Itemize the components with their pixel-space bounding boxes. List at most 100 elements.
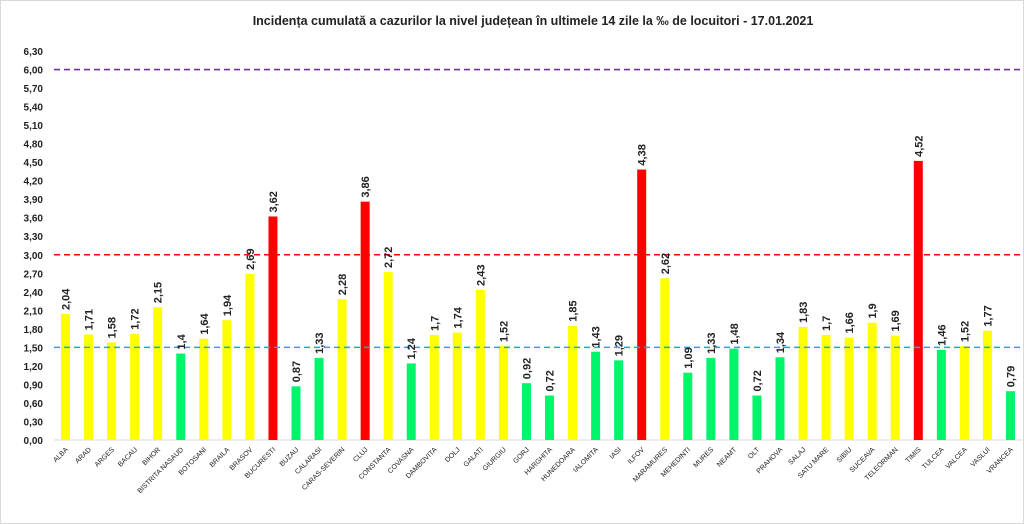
bar-covasna xyxy=(406,363,416,440)
data-label: 0,87 xyxy=(291,361,303,382)
x-tick-label: NEAMT xyxy=(716,446,739,469)
data-label: 1,33 xyxy=(314,332,326,353)
data-label: 1,48 xyxy=(729,323,741,344)
data-label: 1,46 xyxy=(936,324,948,345)
y-tick-label: 2,10 xyxy=(24,306,44,317)
y-tick-label: 3,90 xyxy=(24,195,44,206)
y-tick-label: 0,30 xyxy=(24,417,44,428)
x-tick-label: DOLJ xyxy=(444,446,462,464)
data-label: 0,92 xyxy=(521,358,533,379)
bar-caras-severin xyxy=(337,299,347,440)
data-label: 1,43 xyxy=(591,326,603,347)
y-tick-label: 2,70 xyxy=(24,269,44,280)
x-tick-label: GALATI xyxy=(463,446,485,468)
data-label: 2,15 xyxy=(153,282,165,303)
bar-mehedinti xyxy=(683,372,693,440)
x-tick-label: ARGES xyxy=(94,446,117,469)
data-label: 1,94 xyxy=(222,294,234,316)
data-label: 1,9 xyxy=(867,303,879,318)
data-label: 0,79 xyxy=(1005,366,1017,387)
x-tick-label: SIBIU xyxy=(836,446,854,464)
bar-ilfov xyxy=(637,169,647,441)
bar-iasi xyxy=(614,360,624,440)
x-tick-label: ALBA xyxy=(52,446,70,464)
data-label: 2,04 xyxy=(61,288,73,310)
data-label: 1,7 xyxy=(821,316,833,331)
bar-constanta xyxy=(383,272,393,440)
x-tick-label: IALOMITA xyxy=(572,446,600,474)
data-label: 1,85 xyxy=(568,300,580,321)
x-tick-label: BUZAU xyxy=(279,446,301,468)
y-tick-label: 6,00 xyxy=(24,66,44,77)
bar-arges xyxy=(107,342,117,440)
x-tick-label: BACAU xyxy=(117,446,139,468)
x-tick-label: GORJ xyxy=(512,446,531,465)
data-label: 1,66 xyxy=(844,312,856,333)
data-label: 1,83 xyxy=(798,302,810,323)
y-tick-label: 5,40 xyxy=(24,103,44,114)
y-tick-label: 4,50 xyxy=(24,158,44,169)
y-tick-label: 5,10 xyxy=(24,121,44,132)
x-tick-label: BIHOR xyxy=(142,446,163,467)
y-tick-label: 1,50 xyxy=(24,343,44,354)
y-tick-label: 3,30 xyxy=(24,232,44,243)
data-label: 1,52 xyxy=(498,321,510,342)
bar-cluj xyxy=(360,201,370,440)
data-label: 1,34 xyxy=(775,331,787,353)
bar-dambovita xyxy=(429,335,439,440)
y-tick-label: 0,60 xyxy=(24,399,44,410)
data-label: 1,7 xyxy=(429,316,441,331)
chart-title: Incidența cumulată a cazurilor la nivel … xyxy=(253,14,814,28)
bar-vrancea xyxy=(1005,391,1015,440)
y-tick-label: 6,30 xyxy=(24,47,44,58)
y-tick-label: 2,40 xyxy=(24,288,44,299)
bar-ialomita xyxy=(591,351,601,440)
bar-brasov xyxy=(245,273,255,440)
data-label: 1,09 xyxy=(683,347,695,368)
y-tick-label: 4,20 xyxy=(24,177,44,188)
data-label: 1,4 xyxy=(176,333,188,349)
bar-bihor xyxy=(153,307,163,440)
x-tick-label: BRAILA xyxy=(209,446,232,469)
data-label: 0,72 xyxy=(545,370,557,391)
data-label: 2,28 xyxy=(337,274,349,295)
x-tick-label: TIMIS xyxy=(905,446,923,464)
bar-olt xyxy=(752,395,762,440)
bar-arad xyxy=(84,334,94,440)
bar-hunedoara xyxy=(568,325,578,440)
bar-gorj xyxy=(521,383,531,440)
y-tick-label: 1,20 xyxy=(24,362,44,373)
x-tick-label: CLUJ xyxy=(352,446,369,463)
data-label: 1,74 xyxy=(452,306,464,328)
bar-sibiu xyxy=(844,337,854,440)
data-label: 1,77 xyxy=(982,305,994,326)
x-tick-label: VASLUI xyxy=(970,446,992,468)
data-label: 2,62 xyxy=(660,253,672,274)
data-label: 1,33 xyxy=(706,332,718,353)
y-tick-label: 1,80 xyxy=(24,325,44,336)
bar-calarasi xyxy=(314,357,324,440)
x-tick-label: MURES xyxy=(692,446,715,469)
x-tick-label: IASI xyxy=(609,446,623,460)
data-label: 1,52 xyxy=(959,321,971,342)
bar-mures xyxy=(706,357,716,440)
data-label: 2,69 xyxy=(245,248,257,269)
bar-alba xyxy=(61,314,71,440)
data-label: 3,62 xyxy=(268,191,280,212)
y-tick-label: 3,00 xyxy=(24,251,44,262)
x-tick-label: GIURGIU xyxy=(482,446,508,472)
y-tick-label: 0,00 xyxy=(24,436,44,447)
bar-neamt xyxy=(729,348,739,440)
bar-vaslui xyxy=(982,330,992,440)
y-tick-label: 3,60 xyxy=(24,214,44,225)
bar-giurgiu xyxy=(498,346,508,440)
x-tick-label: ARAD xyxy=(74,446,93,465)
bar-suceava xyxy=(867,322,877,440)
data-label: 1,58 xyxy=(107,317,119,338)
data-label: 4,38 xyxy=(637,144,649,165)
bar-dolj xyxy=(452,332,462,440)
data-label: 4,52 xyxy=(913,135,925,156)
data-label: 3,86 xyxy=(360,176,372,197)
bar-valcea xyxy=(959,346,969,440)
